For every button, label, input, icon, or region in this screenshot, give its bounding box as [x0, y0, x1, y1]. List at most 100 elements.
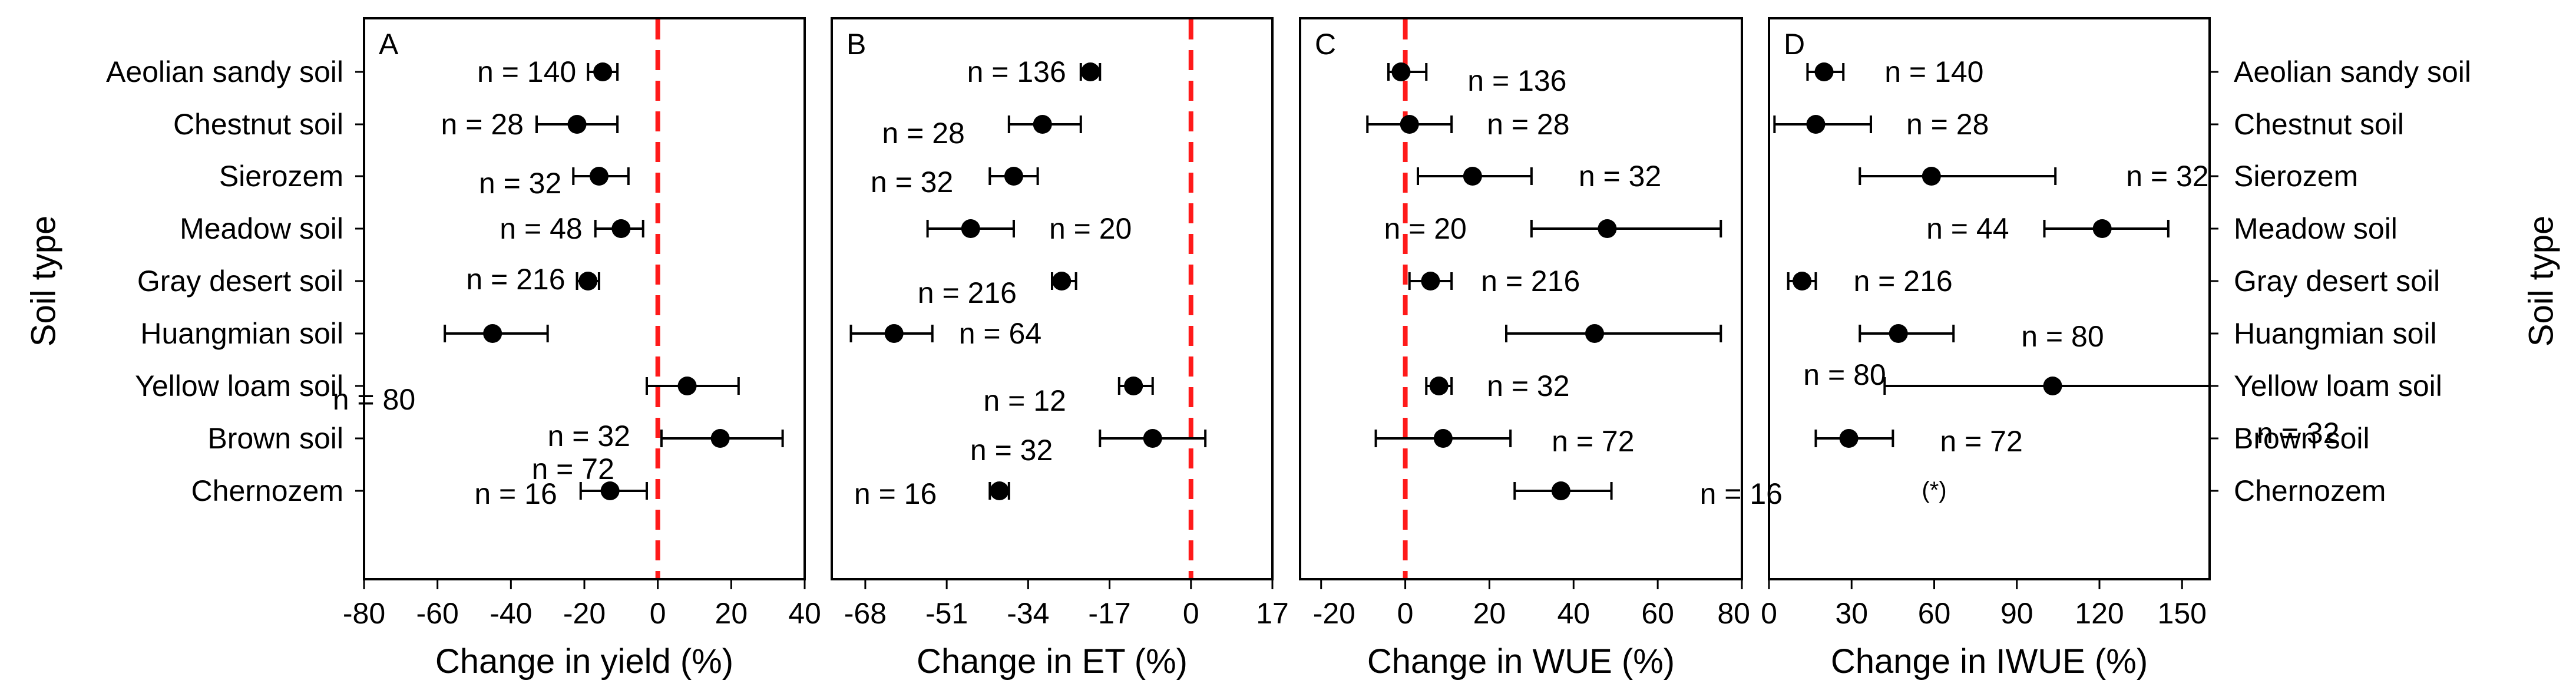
mean-point [1421, 272, 1440, 290]
mean-point [611, 219, 631, 238]
x-tick-label: 0 [1761, 597, 1777, 630]
sample-size-label: n = 44 [1926, 212, 2009, 245]
sample-size-label: n = 216 [1481, 265, 1580, 298]
panel-frame [363, 17, 806, 580]
mean-point [961, 219, 980, 238]
x-tick-label: 0 [1183, 597, 1199, 630]
sample-size-label: n = 140 [1884, 55, 1983, 88]
mean-point [1551, 481, 1570, 500]
sample-size-label: n = 32 [479, 167, 561, 200]
x-tick-label: -68 [844, 597, 887, 630]
x-tick-label: -40 [490, 597, 532, 630]
sample-size-label: n = 16 [854, 477, 937, 510]
x-axis-title: Change in yield (%) [435, 642, 733, 681]
mean-point [1839, 429, 1859, 448]
sample-size-label: n = 216 [466, 263, 565, 296]
sample-size-label: n = 28 [441, 108, 524, 141]
mean-point [1033, 115, 1052, 134]
mean-point [567, 115, 587, 134]
mean-point [1429, 377, 1449, 395]
x-tick-label: -20 [563, 597, 606, 630]
mean-point [1004, 167, 1023, 186]
mean-point [1585, 324, 1604, 343]
left-category-label: Meadow soil [180, 212, 343, 245]
mean-point [1814, 62, 1834, 81]
mean-point [1081, 62, 1100, 81]
sample-size-label: n = 136 [1467, 64, 1566, 97]
sample-size-label: n = 80 [333, 383, 415, 416]
sample-size-label: n = 20 [1049, 212, 1132, 245]
mean-point [1922, 167, 1941, 186]
x-tick-label: 0 [1397, 597, 1414, 630]
sample-size-label: n = 20 [1384, 212, 1466, 245]
mean-point [589, 167, 609, 186]
x-tick-label: 17 [1256, 597, 1289, 630]
sample-size-label: n = 72 [1552, 425, 1634, 458]
panel-frame [1768, 17, 2211, 580]
mean-point [677, 377, 697, 395]
mean-point [1391, 62, 1411, 81]
panel-annotation: (*) [1922, 477, 1946, 503]
sample-size-label: n = 16 [474, 477, 557, 510]
sample-size-label: n = 32 [1579, 160, 1661, 193]
sample-size-label: n = 32 [1487, 369, 1569, 402]
x-tick-label: 30 [1835, 597, 1868, 630]
mean-point [2092, 219, 2112, 238]
x-tick-label: 150 [2158, 597, 2207, 630]
mean-point [1463, 167, 1482, 186]
right-axis-title: Soil type [2522, 216, 2560, 346]
sample-size-label: n = 48 [500, 212, 582, 245]
x-tick-label: 120 [2075, 597, 2124, 630]
mean-point [1889, 324, 1908, 343]
mean-point [578, 272, 598, 290]
left-axis-title: Soil type [24, 216, 62, 346]
mean-point [710, 429, 730, 448]
panel-label: A [379, 28, 399, 61]
x-axis-title: Change in IWUE (%) [1831, 642, 2148, 681]
mean-point [884, 324, 904, 343]
x-tick-label: -17 [1088, 597, 1130, 630]
sample-size-label: n = 28 [1906, 108, 1989, 141]
mean-point [1052, 272, 1072, 290]
panel-label: B [846, 28, 866, 61]
left-category-label: Aeolian sandy soil [106, 55, 343, 88]
x-tick-label: 40 [788, 597, 821, 630]
right-category-label: Meadow soil [2234, 212, 2398, 245]
mean-point [1433, 429, 1453, 448]
mean-point [2043, 377, 2062, 395]
panel-label: D [1784, 28, 1805, 61]
x-tick-label: -80 [343, 597, 385, 630]
panel-frame [1299, 17, 1743, 580]
mean-point [1806, 115, 1826, 134]
x-axis-title: Change in WUE (%) [1367, 642, 1675, 681]
sample-size-label: n = 64 [959, 317, 1041, 350]
sample-size-label: n = 216 [918, 276, 1017, 309]
sample-size-label: n = 28 [882, 117, 964, 150]
left-category-label: Huangmian soil [140, 317, 343, 350]
x-tick-label: 20 [715, 597, 748, 630]
mean-point [1400, 115, 1419, 134]
panel-frame [831, 17, 1274, 580]
sample-size-label: n = 140 [477, 55, 576, 88]
sample-size-label: n = 32 [871, 166, 953, 199]
sample-size-label: n = 80 [2021, 320, 2104, 353]
mean-point [1598, 219, 1617, 238]
sample-size-label: n = 12 [983, 384, 1066, 417]
sample-size-label: n = 32 [548, 420, 630, 453]
sample-size-label: n = 72 [1940, 425, 2022, 458]
right-category-label: Chernozem [2234, 474, 2386, 507]
sample-size-label: n = 32 [2257, 417, 2339, 450]
x-tick-label: -51 [925, 597, 968, 630]
left-category-label: Sierozem [219, 160, 343, 193]
sample-size-label: n = 216 [1853, 265, 1952, 298]
x-tick-label: -20 [1313, 597, 1355, 630]
mean-point [1124, 377, 1143, 395]
right-category-label: Aeolian sandy soil [2234, 55, 2471, 88]
mean-point [593, 62, 613, 81]
sample-size-label: n = 32 [970, 434, 1053, 467]
x-tick-label: 20 [1473, 597, 1506, 630]
x-tick-label: 90 [2000, 597, 2033, 630]
x-axis-title: Change in ET (%) [917, 642, 1188, 681]
left-category-label: Brown soil [207, 422, 343, 455]
